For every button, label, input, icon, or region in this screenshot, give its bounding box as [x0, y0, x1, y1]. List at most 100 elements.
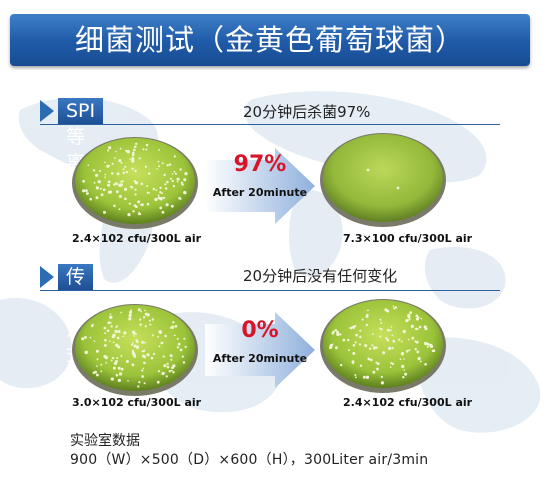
colony-dot	[154, 197, 158, 202]
colony-dot	[116, 336, 120, 340]
colony-dot	[151, 318, 155, 321]
colony-dot	[107, 190, 111, 194]
page-title: 细菌测试（金黄色葡萄球菌）	[74, 23, 465, 57]
colony-dot	[141, 341, 144, 344]
colony-dot	[164, 334, 167, 338]
colony-dot	[161, 162, 164, 165]
colony-dot	[407, 338, 410, 341]
colony-dot	[184, 172, 188, 176]
colony-dot	[148, 319, 151, 322]
colony-dot	[131, 153, 135, 157]
kill-rate-percent: 97%	[233, 152, 287, 177]
colony-dot	[95, 349, 99, 353]
colony-dot	[173, 170, 176, 173]
colony-dot	[372, 346, 377, 350]
colony-dot	[173, 155, 176, 158]
colony-dot	[135, 333, 137, 336]
colony-dot	[157, 194, 160, 197]
colony-dot	[408, 349, 411, 352]
colony-dot	[141, 203, 144, 207]
after-caption: 7.3×100 cfu/300L air	[343, 232, 473, 245]
colony-dot	[99, 187, 102, 190]
colony-dot	[127, 380, 129, 382]
colony-dot	[411, 336, 415, 340]
colony-dot	[152, 352, 156, 356]
colony-dot	[177, 178, 180, 180]
colony-dot	[161, 192, 163, 195]
colony-dot	[417, 316, 420, 319]
colony-dot	[95, 173, 99, 177]
colony-dot	[104, 161, 106, 164]
colony-dot	[376, 362, 380, 366]
petri-dish-after	[318, 296, 448, 396]
colony-dot	[144, 309, 146, 312]
colony-dot	[177, 342, 181, 346]
colony-dot	[131, 351, 136, 356]
colony-dot	[382, 351, 386, 355]
colony-dot	[133, 204, 137, 207]
colony-dot	[103, 210, 106, 214]
colony-dot	[336, 332, 340, 336]
colony-dot	[400, 340, 403, 343]
colony-dot	[107, 180, 111, 184]
colony-dot	[130, 309, 132, 312]
colony-dot	[129, 185, 132, 188]
colony-dot	[348, 349, 351, 352]
colony-dot	[176, 337, 179, 340]
colony-dot	[124, 197, 127, 201]
colony-dot	[108, 164, 111, 167]
colony-dot	[372, 370, 376, 374]
colony-dot	[114, 329, 118, 333]
colony-dot	[415, 314, 419, 317]
colony-dot	[81, 337, 85, 341]
after-time-label: After 20minute	[212, 352, 308, 365]
colony-dot	[162, 355, 165, 358]
colony-dot	[117, 378, 121, 382]
colony-dot	[183, 337, 186, 340]
colony-dot	[114, 157, 116, 159]
colony-dot	[149, 323, 152, 326]
colony-dot	[104, 176, 106, 178]
colony-dot	[146, 313, 150, 317]
section-tag-label: SPI等离子净化器	[58, 98, 104, 278]
colony-dot	[362, 375, 366, 379]
colony-dot	[183, 190, 187, 195]
colony-dot	[179, 168, 182, 171]
colony-dot	[182, 361, 186, 364]
colony-dot	[115, 343, 119, 347]
colony-dot	[352, 352, 356, 355]
colony-dot	[419, 360, 422, 363]
colony-dot	[115, 190, 119, 194]
colony-dot	[118, 208, 121, 211]
colony-dot	[176, 346, 179, 349]
colony-dot	[142, 148, 145, 151]
colony-dot	[123, 331, 127, 335]
colony-dot	[111, 172, 114, 175]
colony-dot	[99, 170, 101, 172]
colony-dot	[134, 188, 137, 191]
colony-dot	[135, 142, 138, 145]
colony-dot	[109, 340, 111, 342]
tag-arrow-icon	[40, 266, 54, 288]
colony-dot	[157, 160, 160, 163]
colony-dot	[142, 349, 146, 352]
section-note: 20分钟后没有任何变化	[243, 267, 398, 285]
colony-dot	[128, 202, 131, 205]
colony-dot	[143, 316, 146, 319]
colony-dot	[170, 204, 174, 208]
colony-dot	[104, 332, 106, 335]
colony-dot	[365, 323, 368, 327]
colony-dot	[391, 334, 394, 337]
colony-dot	[117, 330, 121, 333]
right-arrow-icon	[205, 148, 315, 224]
colony-dot	[371, 333, 374, 335]
colony-dot	[342, 338, 346, 342]
lab-data-title: 实验室数据	[70, 433, 140, 449]
colony-dot	[95, 196, 99, 200]
colony-dot	[355, 376, 357, 379]
colony-dot	[392, 305, 395, 307]
colony-dot	[414, 327, 418, 331]
colony-dot	[157, 196, 161, 200]
colony-dot	[409, 311, 412, 315]
colony-dot	[358, 343, 361, 346]
